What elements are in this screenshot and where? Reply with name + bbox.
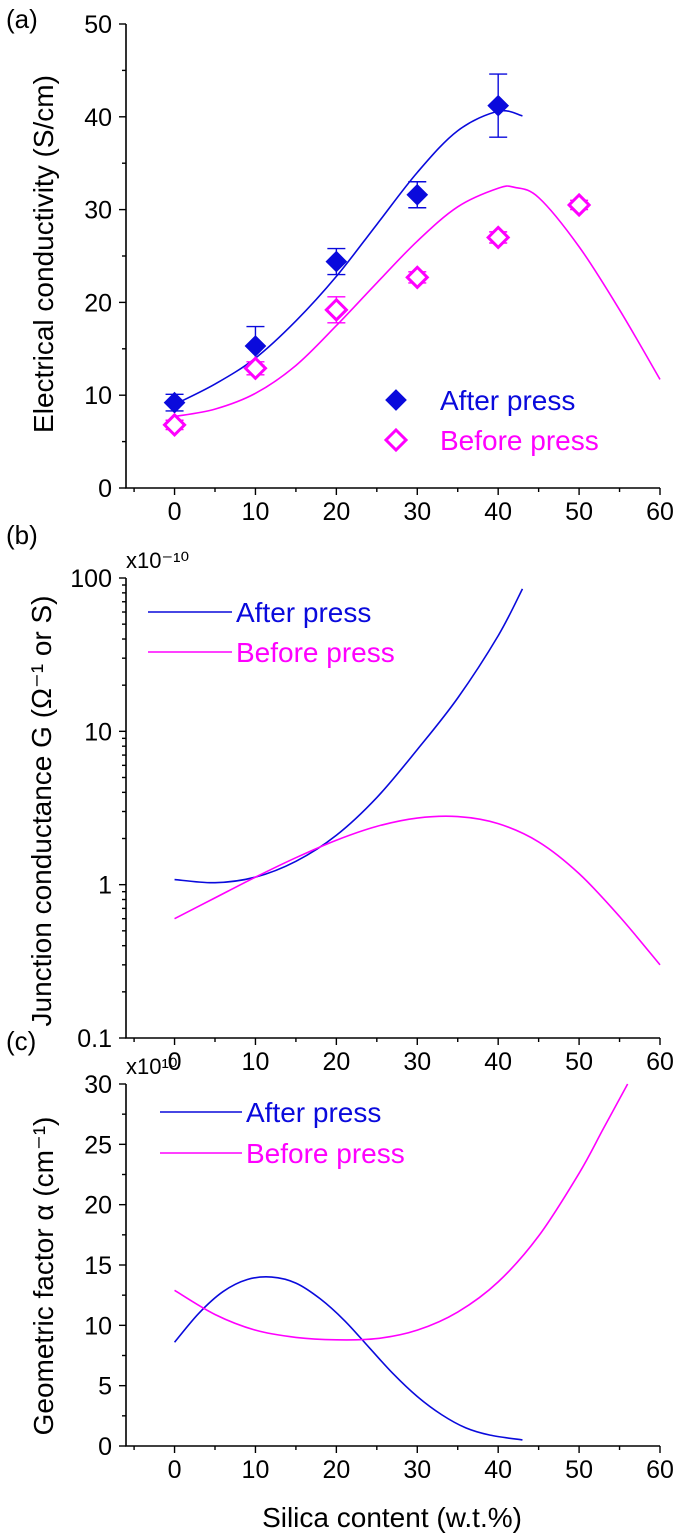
y-tick-label: 15 [84,1252,112,1280]
y-tick-label: 5 [98,1373,112,1401]
legend-label-after: After press [246,1097,381,1128]
y-tick-label: 1 [98,872,112,900]
panel-a-y-axis-title: Electrical conductivity (S/cm) [28,75,59,433]
x-tick-label: 40 [484,1456,512,1484]
x-tick-label: 30 [403,1456,431,1484]
after-data-point [406,183,429,206]
before-press-curve [174,1083,629,1341]
before-data-point [162,412,187,438]
legend-label-after: After press [440,385,575,416]
panel-a: (a) Electrical conductivity (S/cm) 0 10 20… [6,4,674,526]
y-tick-label: 100 [70,565,112,593]
y-tick-label: 0 [98,475,112,503]
panel-c-y-axis-title: Geometric factor α (cm⁻¹) [28,1117,59,1436]
panel-a-plot-area: 0 10 20 30 40 50 60 0 10 20 30 40 50 After press Befor… [84,11,674,526]
panel-b: (b) x10⁻¹⁰ Junction conductance G (Ω⁻¹ o… [6,520,674,1076]
x-tick-label: 30 [403,1048,431,1076]
x-tick-label: 30 [403,498,431,526]
y-tick-label: 40 [84,104,112,132]
panel-b-y-axis-title-text: Junction conductance G (Ω⁻¹ or S) [26,595,57,1026]
x-tick-label: 60 [646,1456,674,1484]
legend-label-before: Before press [236,637,395,668]
x-tick-label: 10 [242,1456,270,1484]
after-press-curve [174,588,524,884]
before-press-curve [174,185,661,418]
x-tick-label: 50 [565,1456,593,1484]
before-data-point [486,225,511,250]
x-tick-label: 60 [646,498,674,526]
y-tick-label: 10 [84,718,112,746]
panel-c: (c) x10¹⁰ Geometric factor α (cm⁻¹) 0 10 2… [6,1026,674,1484]
x-tick-label: 0 [168,1048,182,1076]
x-tick-label: 0 [168,1456,182,1484]
x-tick-label: 10 [242,1048,270,1076]
after-data-point [244,335,267,357]
y-tick-label: 0.1 [77,1025,112,1053]
x-tick-label: 50 [565,1048,593,1076]
panel-b-y-axis-title: Junction conductance G (Ω⁻¹ or S) [26,595,57,1026]
y-tick-label: 10 [84,1312,112,1340]
x-tick-label: 0 [168,498,182,526]
legend-label-after: After press [236,597,371,628]
after-press-curve [173,1276,523,1441]
x-tick-label: 10 [242,498,270,526]
y-tick-label: 20 [84,289,112,317]
y-tick-label: 0 [98,1433,112,1461]
x-tick-label: 40 [484,498,512,526]
panel-b-multiplier: x10⁻¹⁰ [126,548,189,573]
panel-b-label: (b) [6,520,38,550]
x-tick-label: 20 [322,498,350,526]
before-data-point [324,297,349,322]
before-data-point [566,192,592,218]
before-data-point [405,265,430,290]
panel-c-plot-area: 0 10 20 30 40 50 60 0 5 10 15 20 25 30 After press Befo… [84,1071,674,1484]
x-tick-label: 40 [484,1048,512,1076]
y-tick-label: 30 [84,1071,112,1099]
x-tick-label: 60 [646,1048,674,1076]
y-tick-label: 10 [84,382,112,410]
panel-c-label: (c) [6,1026,36,1056]
after-data-point [325,250,348,273]
x-tick-label: 20 [322,1048,350,1076]
after-data-point [487,94,510,117]
after-data-point [163,391,186,414]
y-tick-label: 25 [84,1131,112,1159]
after-press-curve [174,109,523,406]
panel-a-label: (a) [6,4,38,34]
before-data-point [243,356,268,381]
before-press-curve [174,815,661,966]
panel-c-multiplier: x10¹⁰ [126,1054,178,1079]
legend-label-before: Before press [440,425,599,456]
y-tick-label: 20 [84,1192,112,1220]
legend-label-before: Before press [246,1138,405,1169]
x-tick-label: 50 [565,498,593,526]
y-tick-label: 50 [84,11,112,39]
panel-b-plot-area: 0 10 20 30 40 50 60 0.1 1 10 100 After press Before … [70,565,674,1076]
axes-frame [125,24,660,489]
legend-marker-before [383,427,409,453]
legend-marker-after [385,389,407,411]
x-axis-title: Silica content (w.t.%) [262,1502,522,1533]
x-tick-label: 20 [322,1456,350,1484]
y-tick-label: 30 [84,197,112,225]
